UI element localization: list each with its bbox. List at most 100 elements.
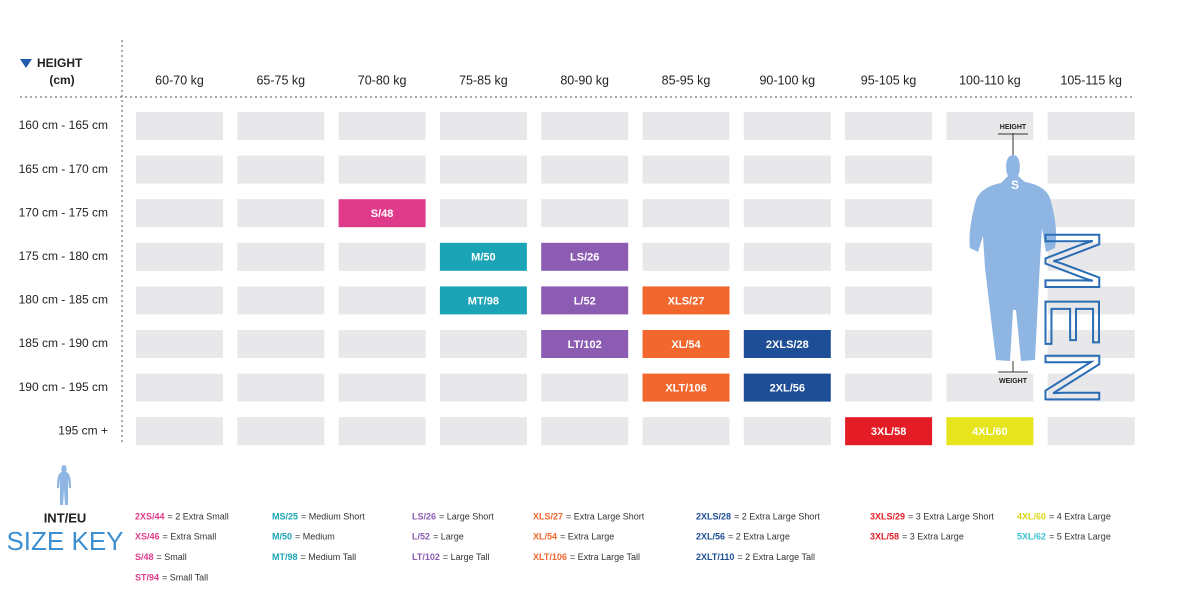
key-desc: = 5 Extra Large [1049, 531, 1111, 541]
size-cell [845, 417, 933, 446]
size-cell [439, 417, 527, 446]
size-cell [338, 330, 426, 358]
grid: 60-70 kg 65-75 kg 70-80 kg 75-85 kg 80-90 kg… [19, 73, 1135, 446]
key-desc: = Large [433, 532, 464, 542]
key-desc: = Medium Tall [301, 552, 357, 562]
size-cell [642, 199, 730, 228]
size-cell [237, 199, 325, 228]
arrow-icon [20, 59, 32, 68]
size-cell [338, 286, 426, 315]
size-cell [541, 155, 629, 184]
key-code: XL/54 [533, 532, 557, 542]
size-label: LT/102 [568, 339, 602, 351]
size-cell [642, 112, 730, 140]
size-cell [136, 112, 223, 140]
size-cell [642, 155, 730, 184]
weight-header: 60-70 kg [155, 73, 204, 87]
height-label: 170 cm - 175 cm [19, 205, 108, 219]
key-code: LS/26 [412, 511, 436, 521]
key-desc: = Medium [295, 532, 335, 542]
key-code: ST/94 [135, 572, 159, 582]
size-cell [1047, 373, 1135, 402]
size-cell [743, 242, 831, 271]
size-cell [1047, 242, 1135, 271]
size-cell [743, 155, 831, 184]
key-desc: = Small Tall [162, 572, 208, 582]
key-code: MT/98 [272, 552, 298, 562]
key-desc: = 3 Extra Large Short [908, 511, 994, 521]
key-desc: = Large Short [439, 511, 494, 521]
size-label: XLS/27 [668, 295, 705, 307]
size-label: 2XLS/28 [766, 339, 809, 351]
size-cell [439, 199, 527, 228]
size-cell [642, 286, 730, 315]
weight-header: 75-85 kg [459, 73, 508, 87]
size-cell [1047, 199, 1135, 228]
size-cell [743, 199, 831, 228]
weight-header: 100-110 kg [959, 73, 1021, 87]
key-code: M/50 [272, 532, 292, 542]
size-cell [237, 242, 325, 271]
size-cell [136, 330, 223, 358]
size-cell [1047, 112, 1135, 140]
size-label: M/50 [471, 252, 495, 264]
key-desc: = Small [157, 552, 187, 562]
size-cell [743, 330, 831, 358]
key-code: 2XLT/110 [696, 552, 734, 562]
key-desc: = 2 Extra Small [168, 511, 229, 521]
size-cell [439, 330, 527, 358]
key-desc: = 2 Extra Large [728, 532, 790, 542]
figure-weight: WEIGHT [999, 378, 1028, 385]
size-cell [743, 286, 831, 315]
key-code: S/48 [135, 552, 154, 562]
size-cell [642, 242, 730, 271]
key-code: XS/46 [135, 532, 160, 542]
weight-header: 90-100 kg [759, 73, 815, 87]
key-code: MS/25 [272, 511, 298, 521]
size-cell [237, 155, 325, 184]
size-cell [946, 373, 1034, 402]
size-cell [237, 417, 325, 446]
height-label: 175 cm - 180 cm [19, 249, 108, 263]
key-code: L/52 [412, 532, 430, 542]
size-cell [136, 373, 223, 402]
size-label: 2XL/56 [770, 383, 805, 395]
size-cell [845, 112, 933, 140]
size-label: 3XL/58 [871, 426, 906, 438]
size-cell [541, 199, 629, 228]
size-cell [743, 373, 831, 402]
height-label: 180 cm - 185 cm [19, 293, 108, 307]
size-cell [439, 242, 527, 271]
key-code: 3XL/58 [870, 532, 899, 542]
size-cell [338, 199, 426, 228]
size-cell [136, 417, 223, 446]
height-label: 160 cm - 165 cm [19, 118, 108, 132]
weight-header: 80-90 kg [560, 73, 609, 87]
size-cell [845, 199, 933, 228]
size-cell [541, 417, 629, 446]
size-cell [1047, 286, 1135, 315]
size-cell [439, 112, 527, 140]
size-cell [541, 286, 629, 315]
size-cell [237, 112, 325, 140]
size-cell [845, 373, 933, 402]
size-cell [439, 373, 527, 402]
size-label: XLT/106 [665, 383, 706, 395]
size-cell [541, 242, 629, 271]
key-code: 3XLS/29 [870, 511, 905, 521]
size-cell [1047, 417, 1135, 446]
key-code: XLT/106 [533, 552, 567, 562]
key-code: 2XLS/28 [696, 511, 731, 521]
size-label: LS/26 [570, 252, 599, 264]
key-code: XLS/27 [533, 511, 563, 521]
key-code: 5XL/62 [1017, 531, 1046, 541]
size-cell [439, 155, 527, 184]
key-desc: = Large Tall [443, 552, 490, 562]
key-code: LT/102 [412, 552, 440, 562]
size-cell [845, 286, 933, 315]
size-cell [946, 112, 1034, 140]
height-label: 190 cm - 195 cm [19, 380, 108, 394]
size-label: XL/54 [671, 339, 701, 351]
size-cell [642, 330, 730, 358]
